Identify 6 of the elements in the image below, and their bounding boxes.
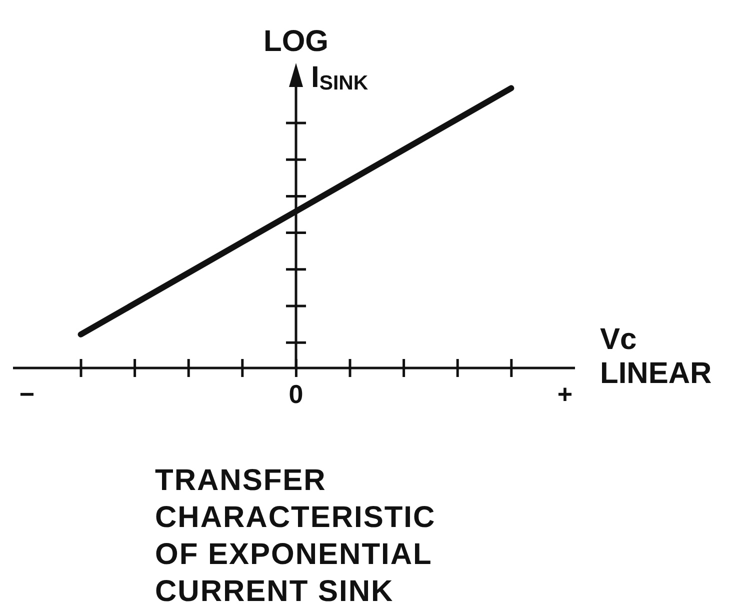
- y-axis-title: LOG I$_{SINK}$: [264, 25, 368, 95]
- x-tick-label: −: [19, 378, 35, 409]
- x-tick-label: 0: [288, 378, 304, 409]
- text: TRANSFER CHARACTERISTIC OF EXPONENTIAL CURRENT SINK: [155, 463, 437, 610]
- x-tick-label: +: [557, 378, 573, 409]
- x-axis-title: Vc LINEAR: [600, 323, 712, 391]
